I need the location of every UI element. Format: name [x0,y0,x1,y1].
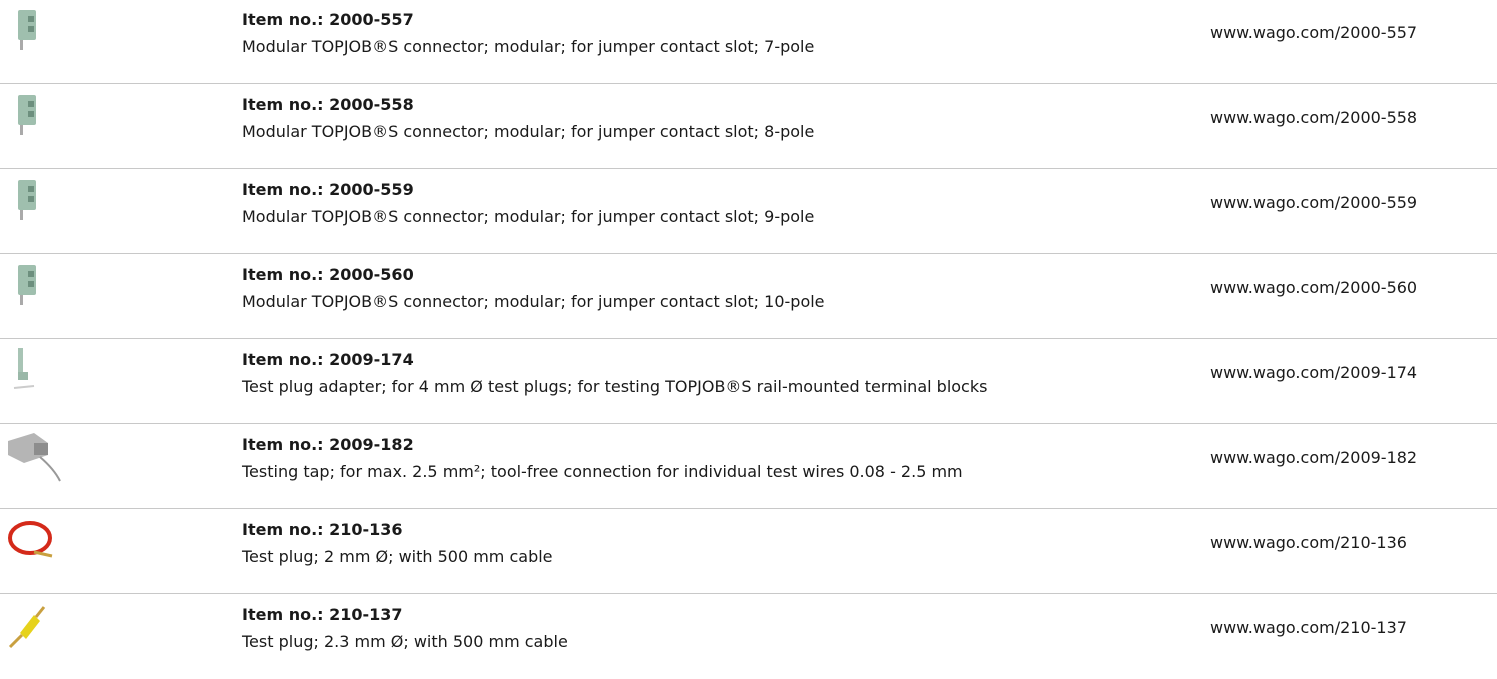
description: Modular TOPJOB®S connector; modular; for… [242,292,825,311]
item-number: Item no.: 2009-182 [242,435,414,454]
list-row: Item no.: 2000-557 Modular TOPJOB®S conne… [0,0,1497,84]
description: Test plug; 2.3 mm Ø; with 500 mm cable [242,632,568,651]
list-row: Item no.: 210-137 Test plug; 2.3 mm Ø; wi… [0,595,1497,679]
product-link[interactable]: www.wago.com/2000-560 [1210,278,1418,297]
list-row: Item no.: 2000-560 Modular TOPJOB®S conne… [0,255,1497,339]
item-number: Item no.: 2000-557 [242,10,414,29]
product-image [18,265,36,305]
product-link[interactable]: www.wago.com/210-137 [1210,618,1407,637]
product-image [8,433,61,482]
description: Modular TOPJOB®S connector; modular; for… [242,122,815,141]
product-link[interactable]: www.wago.com/210-136 [1210,533,1407,552]
product-image [8,606,46,649]
product-image [8,521,53,558]
product-image [13,348,35,389]
description: Modular TOPJOB®S connector; modular; for… [242,37,815,56]
item-number: Item no.: 2000-560 [242,265,414,284]
product-link[interactable]: www.wago.com/2009-174 [1210,363,1418,382]
item-number: Item no.: 2009-174 [242,350,414,369]
description: Test plug adapter; for 4 mm Ø test plugs… [242,377,988,396]
description: Modular TOPJOB®S connector; modular; for… [242,207,815,226]
list-row: Item no.: 210-136 Test plug; 2 mm Ø; with… [0,510,1497,594]
product-link[interactable]: www.wago.com/2000-557 [1210,23,1418,42]
product-image [18,10,36,50]
product-image [18,180,36,220]
description: Testing tap; for max. 2.5 mm²; tool-free… [242,462,963,481]
list-row: Item no.: 2000-558 Modular TOPJOB®S conne… [0,85,1497,169]
item-number: Item no.: 210-137 [242,605,403,624]
item-number: Item no.: 210-136 [242,520,403,539]
list-row: Item no.: 2009-182 Testing tap; for max. … [0,425,1497,509]
item-number: Item no.: 2000-558 [242,95,414,114]
product-link[interactable]: www.wago.com/2009-182 [1210,448,1418,467]
list-row: Item no.: 2000-559 Modular TOPJOB®S conne… [0,170,1497,254]
item-number: Item no.: 2000-559 [242,180,414,199]
description: Test plug; 2 mm Ø; with 500 mm cable [242,547,553,566]
list-row: Item no.: 2009-174 Test plug adapter; for… [0,340,1497,424]
product-link[interactable]: www.wago.com/2000-559 [1210,193,1418,212]
product-link[interactable]: www.wago.com/2000-558 [1210,108,1418,127]
product-image [18,95,36,135]
